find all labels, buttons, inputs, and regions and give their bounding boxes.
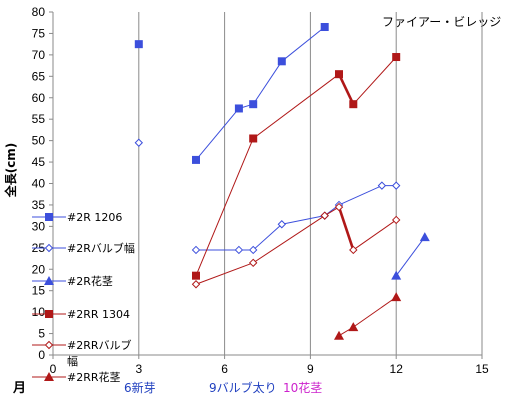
series-line [395,236,426,276]
legend-item: #2RR 1304 [32,308,130,321]
annotation-stem: 10花茎 [283,380,322,395]
legend-item: #2Rバルブ幅 [32,241,135,255]
data-point [391,270,402,280]
data-point [391,292,402,302]
data-point [191,245,201,255]
x-tick-label: 12 [390,362,404,376]
data-point [334,202,344,212]
y-axis-label: 全長(cm) [3,143,18,199]
x-tick-label: 15 [475,362,489,376]
legend-label: #2R花茎 [67,275,113,288]
series-line [338,206,397,251]
legend-item: #2R 1206 [32,211,122,224]
legend-label: #2RR 1304 [67,308,130,321]
legend-marker [44,372,54,381]
legend-item: #2RRバルブ幅 [32,338,132,368]
data-point [392,53,401,62]
x-axis-label: 月 [12,381,26,396]
data-point [134,138,144,147]
data-point [234,104,243,113]
y-tick-label: 70 [32,48,46,62]
data-point [335,70,343,79]
y-tick-label: 75 [32,26,46,40]
data-point [320,211,329,220]
y-tick-label: 45 [32,155,46,169]
data-point [419,232,430,242]
legend-marker [44,276,54,285]
data-point [192,271,200,280]
series-3 [391,232,430,280]
series-4 [192,53,401,280]
y-tick-label: 20 [32,262,46,276]
x-tick-label: 3 [135,362,142,376]
data-point [249,100,258,109]
series-6 [334,292,402,340]
data-point [334,330,344,340]
legend-item: #2R花茎 [32,275,113,288]
y-tick-label: 40 [32,177,46,191]
series-line [338,56,397,105]
chart-title: ファイアー・ビレッジ [382,15,501,29]
data-point [234,245,244,255]
y-tick-label: 10 [32,305,46,319]
data-point [377,181,387,190]
series-1 [134,23,329,164]
legend-marker [45,310,53,318]
annotation-bulb: 9バルブ太り [209,380,277,395]
y-tick-label: 55 [32,112,46,126]
legend-marker [44,243,54,253]
data-point [320,23,329,32]
y-tick-label: 35 [32,198,46,212]
x-tick-label: 9 [307,362,314,376]
data-point [391,181,401,190]
data-point [248,245,258,255]
series-5 [191,202,401,289]
x-tick-label: 0 [50,362,57,376]
series-line [195,206,340,285]
series-2 [134,138,401,255]
data-point [191,280,201,289]
y-tick-label: 80 [32,5,46,19]
legend-label: #2RRバルブ幅 [67,338,132,368]
data-point [349,100,358,109]
x-tick-label: 6 [221,362,228,376]
annotation-sprout: 6新芽 [124,380,156,395]
y-tick-label: 65 [32,69,46,83]
legend-label: #2R 1206 [67,211,122,224]
series-line [196,185,397,251]
legend-label: #2Rバルブ幅 [67,241,135,255]
y-tick-label: 60 [32,91,46,105]
legend-item: #2RR花茎 [32,371,121,384]
data-point [134,40,143,49]
data-point [277,57,286,66]
y-tick-label: 50 [32,134,46,148]
series-line [195,73,340,276]
data-point [277,220,287,229]
data-point [248,258,258,268]
legend-marker [44,340,54,350]
data-point [249,134,258,143]
series-line [338,296,397,337]
y-tick-label: 30 [32,219,46,233]
legend-label: #2RR花茎 [67,371,121,384]
legend-marker [45,213,53,221]
y-tick-label: 5 [38,327,45,341]
series-line [195,26,326,161]
data-point [192,155,200,164]
y-tick-label: 15 [32,284,46,298]
grid-lines [138,12,483,355]
y-tick-label: 0 [38,348,45,362]
data-point [391,215,401,225]
data-point [349,245,358,255]
data-point [348,322,359,332]
legend: #2R 1206 #2Rバルブ幅 #2R花茎 #2RR 1304 #2RRバルブ幅 #2R… [32,211,135,384]
